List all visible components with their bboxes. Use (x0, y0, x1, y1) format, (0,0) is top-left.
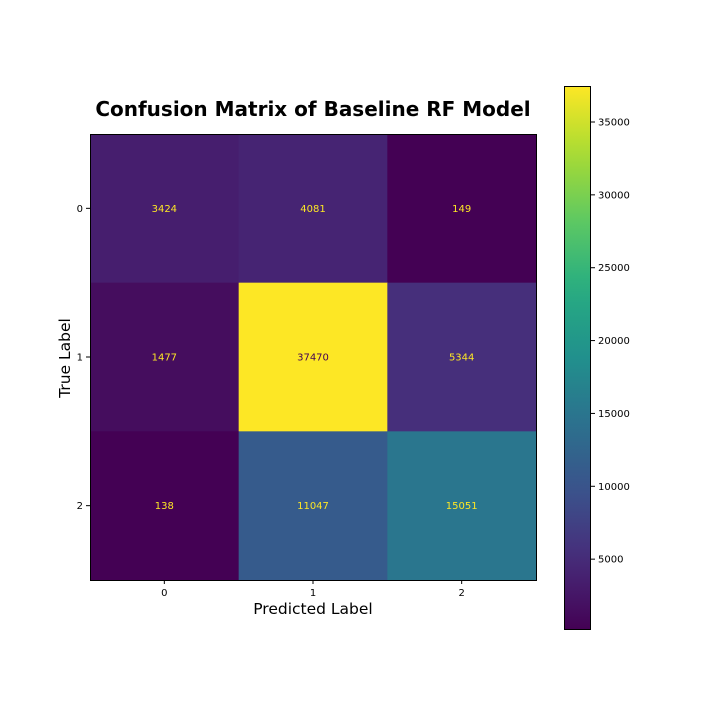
cell-value-label: 11047 (297, 501, 329, 512)
y-axis-label: True Label (56, 318, 74, 399)
y-tick-label: 2 (77, 501, 83, 512)
heatmap-cell (238, 431, 388, 581)
colorbar-tick-label: 20000 (598, 336, 630, 347)
colorbar-tick-label: 10000 (598, 482, 630, 493)
colorbar-tick-label: 25000 (598, 263, 630, 274)
heatmap-cell (387, 431, 537, 581)
heatmap-cell (90, 431, 240, 581)
heatmap-cell (90, 282, 240, 432)
cell-value-label: 4081 (300, 204, 325, 215)
x-axis-ticks: 0 1 2 (161, 580, 465, 599)
colorbar-tick-label: 15000 (598, 409, 630, 420)
chart-title: Confusion Matrix of Baseline RF Model (95, 97, 530, 121)
x-axis-label: Predicted Label (253, 600, 373, 618)
x-tick-label: 0 (161, 588, 167, 599)
cell-value-label: 149 (452, 204, 471, 215)
heatmap-cell (387, 134, 537, 284)
cell-value-label: 1477 (152, 353, 177, 364)
cell-value-label: 3424 (152, 204, 177, 215)
colorbar-tick-label: 35000 (598, 117, 630, 128)
colorbar (564, 86, 591, 630)
cell-value-labels: 3424 4081 149 1477 37470 5344 138 11047 15051 (152, 204, 478, 512)
heatmap-cell (238, 134, 388, 284)
cell-value-label: 5344 (449, 353, 474, 364)
x-tick-label: 1 (310, 588, 316, 599)
heatmap-cell (238, 282, 388, 432)
x-tick-label: 2 (458, 588, 464, 599)
colorbar-tick-label: 5000 (598, 555, 623, 566)
y-tick-label: 1 (77, 353, 83, 364)
colorbar-tick-label: 30000 (598, 190, 630, 201)
cell-value-label: 138 (155, 501, 174, 512)
colorbar-ticks: 5000 10000 15000 20000 25000 30000 35000 (591, 117, 630, 566)
y-axis-ticks: 0 1 2 (77, 204, 90, 512)
y-tick-label: 0 (77, 204, 83, 215)
cell-value-label: 37470 (297, 353, 329, 364)
heatmap-cell (90, 134, 240, 284)
heatmap-cells (90, 134, 537, 581)
heatmap-cell (387, 282, 537, 432)
cell-value-label: 15051 (446, 501, 478, 512)
